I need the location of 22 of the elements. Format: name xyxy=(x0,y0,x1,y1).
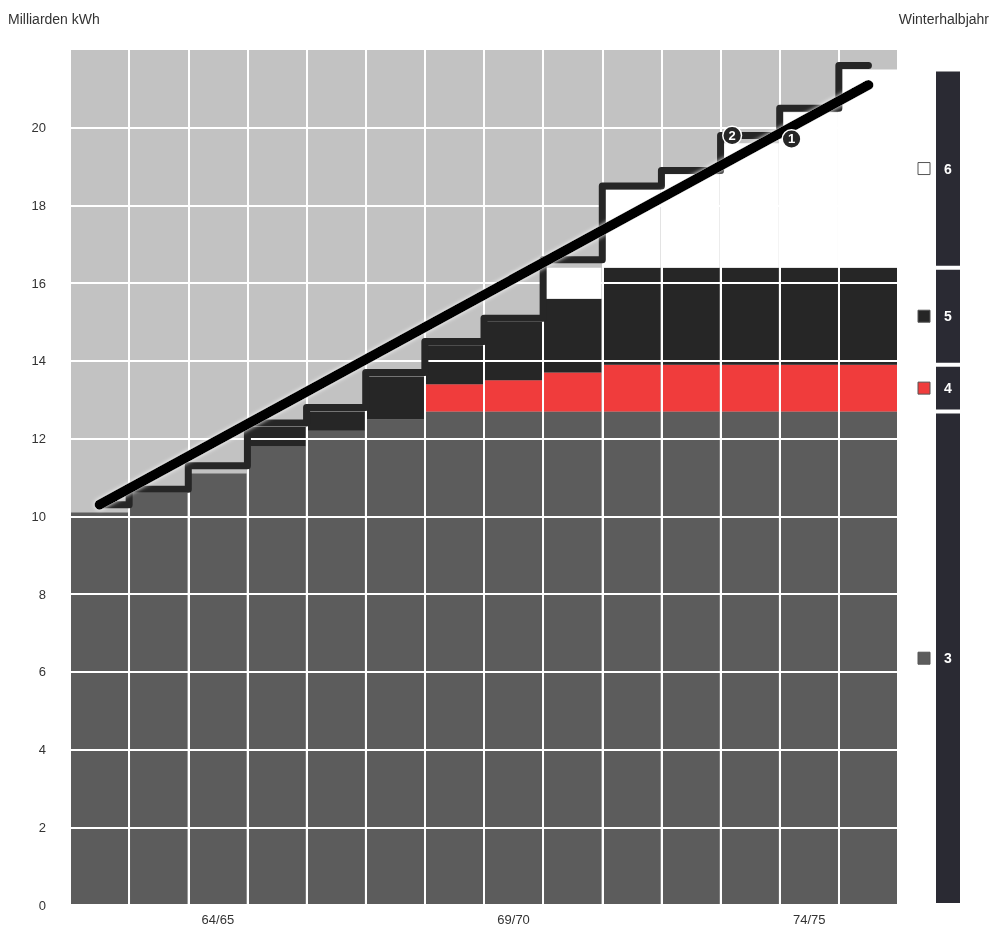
x-tick-label: 69/70 xyxy=(497,912,530,927)
y-tick-label: 6 xyxy=(38,664,46,680)
legend-label: 5 xyxy=(944,308,953,325)
legend-label: 4 xyxy=(944,380,953,397)
y-tick-label: 18 xyxy=(31,197,46,213)
y-tick-label: 4 xyxy=(38,742,46,758)
series-label: 2 xyxy=(728,128,736,143)
legend-label: 3 xyxy=(944,650,953,667)
y-tick-label: 16 xyxy=(31,275,46,291)
y-tick-label: 8 xyxy=(38,586,46,602)
x-tick-label: 74/75 xyxy=(793,912,826,927)
x-tick-label: 64/65 xyxy=(201,912,235,927)
x-axis-title: Winterhalbjahr xyxy=(898,11,990,27)
y-axis-title: Milliarden kWh xyxy=(8,11,100,27)
y-tick-label: 20 xyxy=(31,120,46,136)
series-label: 1 xyxy=(787,131,796,147)
y-tick-label: 2 xyxy=(38,819,46,835)
y-tick-label: 0 xyxy=(38,897,46,913)
y-tick-label: 12 xyxy=(31,431,46,447)
legend-label: 6 xyxy=(944,160,953,177)
y-tick-label: 14 xyxy=(31,353,46,369)
y-tick-label: 10 xyxy=(31,508,46,524)
